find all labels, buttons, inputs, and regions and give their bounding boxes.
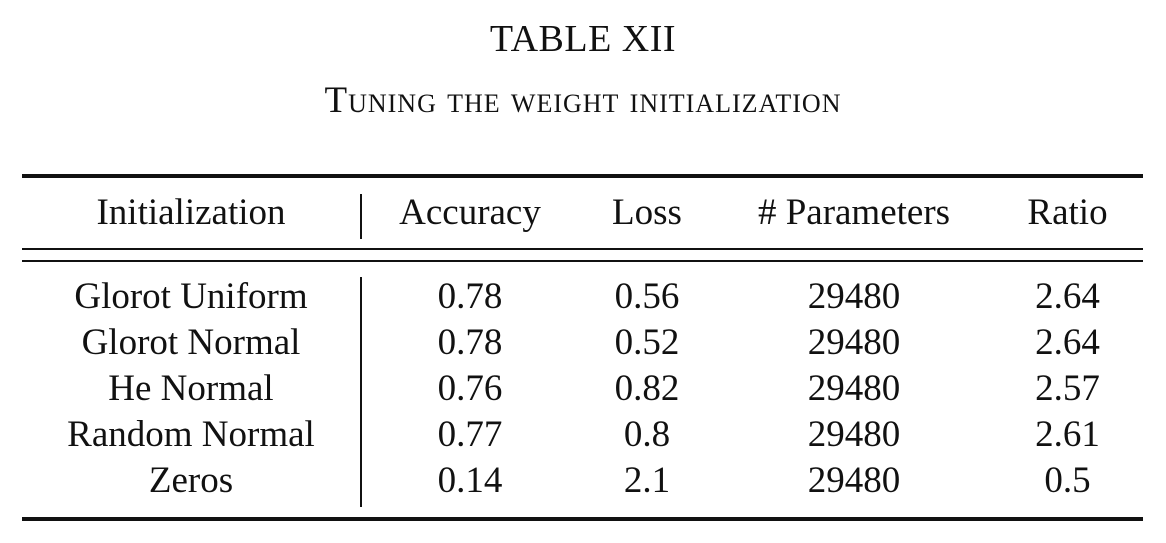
body-column-divider (360, 277, 362, 507)
cell-ratio: 0.5 (1044, 460, 1091, 501)
cell-loss: 2.1 (623, 460, 671, 501)
cell-ratio: 2.57 (1035, 368, 1100, 409)
header-initialization: Initialization (96, 192, 286, 233)
bottom-rule (22, 517, 1143, 521)
header-accuracy: Accuracy (399, 192, 541, 233)
cell-initialization: Glorot Uniform (74, 276, 308, 317)
table-number: TABLE XII (489, 18, 677, 60)
table-caption: Tuning the weight initialization (324, 80, 842, 121)
cell-initialization: Random Normal (67, 414, 315, 455)
header-loss: Loss (612, 192, 682, 233)
header-column-divider (360, 194, 362, 239)
top-rule (22, 174, 1143, 178)
cell-ratio: 2.64 (1035, 322, 1100, 363)
cell-accuracy: 0.78 (437, 322, 503, 363)
cell-initialization: He Normal (108, 368, 274, 409)
cell-loss: 0.52 (614, 322, 680, 363)
cell-parameters: 29480 (807, 322, 901, 363)
cell-initialization: Glorot Normal (81, 322, 301, 363)
cell-accuracy: 0.77 (437, 414, 503, 455)
cell-parameters: 29480 (807, 276, 901, 317)
header-parameters: # Parameters (757, 192, 951, 233)
cell-accuracy: 0.14 (437, 460, 503, 501)
cell-loss: 0.8 (623, 414, 671, 455)
cell-accuracy: 0.76 (437, 368, 503, 409)
cell-initialization: Zeros (148, 460, 234, 501)
cell-accuracy: 0.78 (437, 276, 503, 317)
cell-parameters: 29480 (807, 460, 901, 501)
cell-parameters: 29480 (807, 368, 901, 409)
header-double-rule-upper (22, 248, 1143, 250)
cell-loss: 0.82 (614, 368, 680, 409)
cell-loss: 0.56 (614, 276, 680, 317)
header-double-rule-lower (22, 260, 1143, 262)
cell-parameters: 29480 (807, 414, 901, 455)
cell-ratio: 2.61 (1035, 414, 1100, 455)
header-ratio: Ratio (1027, 192, 1108, 233)
cell-ratio: 2.64 (1035, 276, 1100, 317)
